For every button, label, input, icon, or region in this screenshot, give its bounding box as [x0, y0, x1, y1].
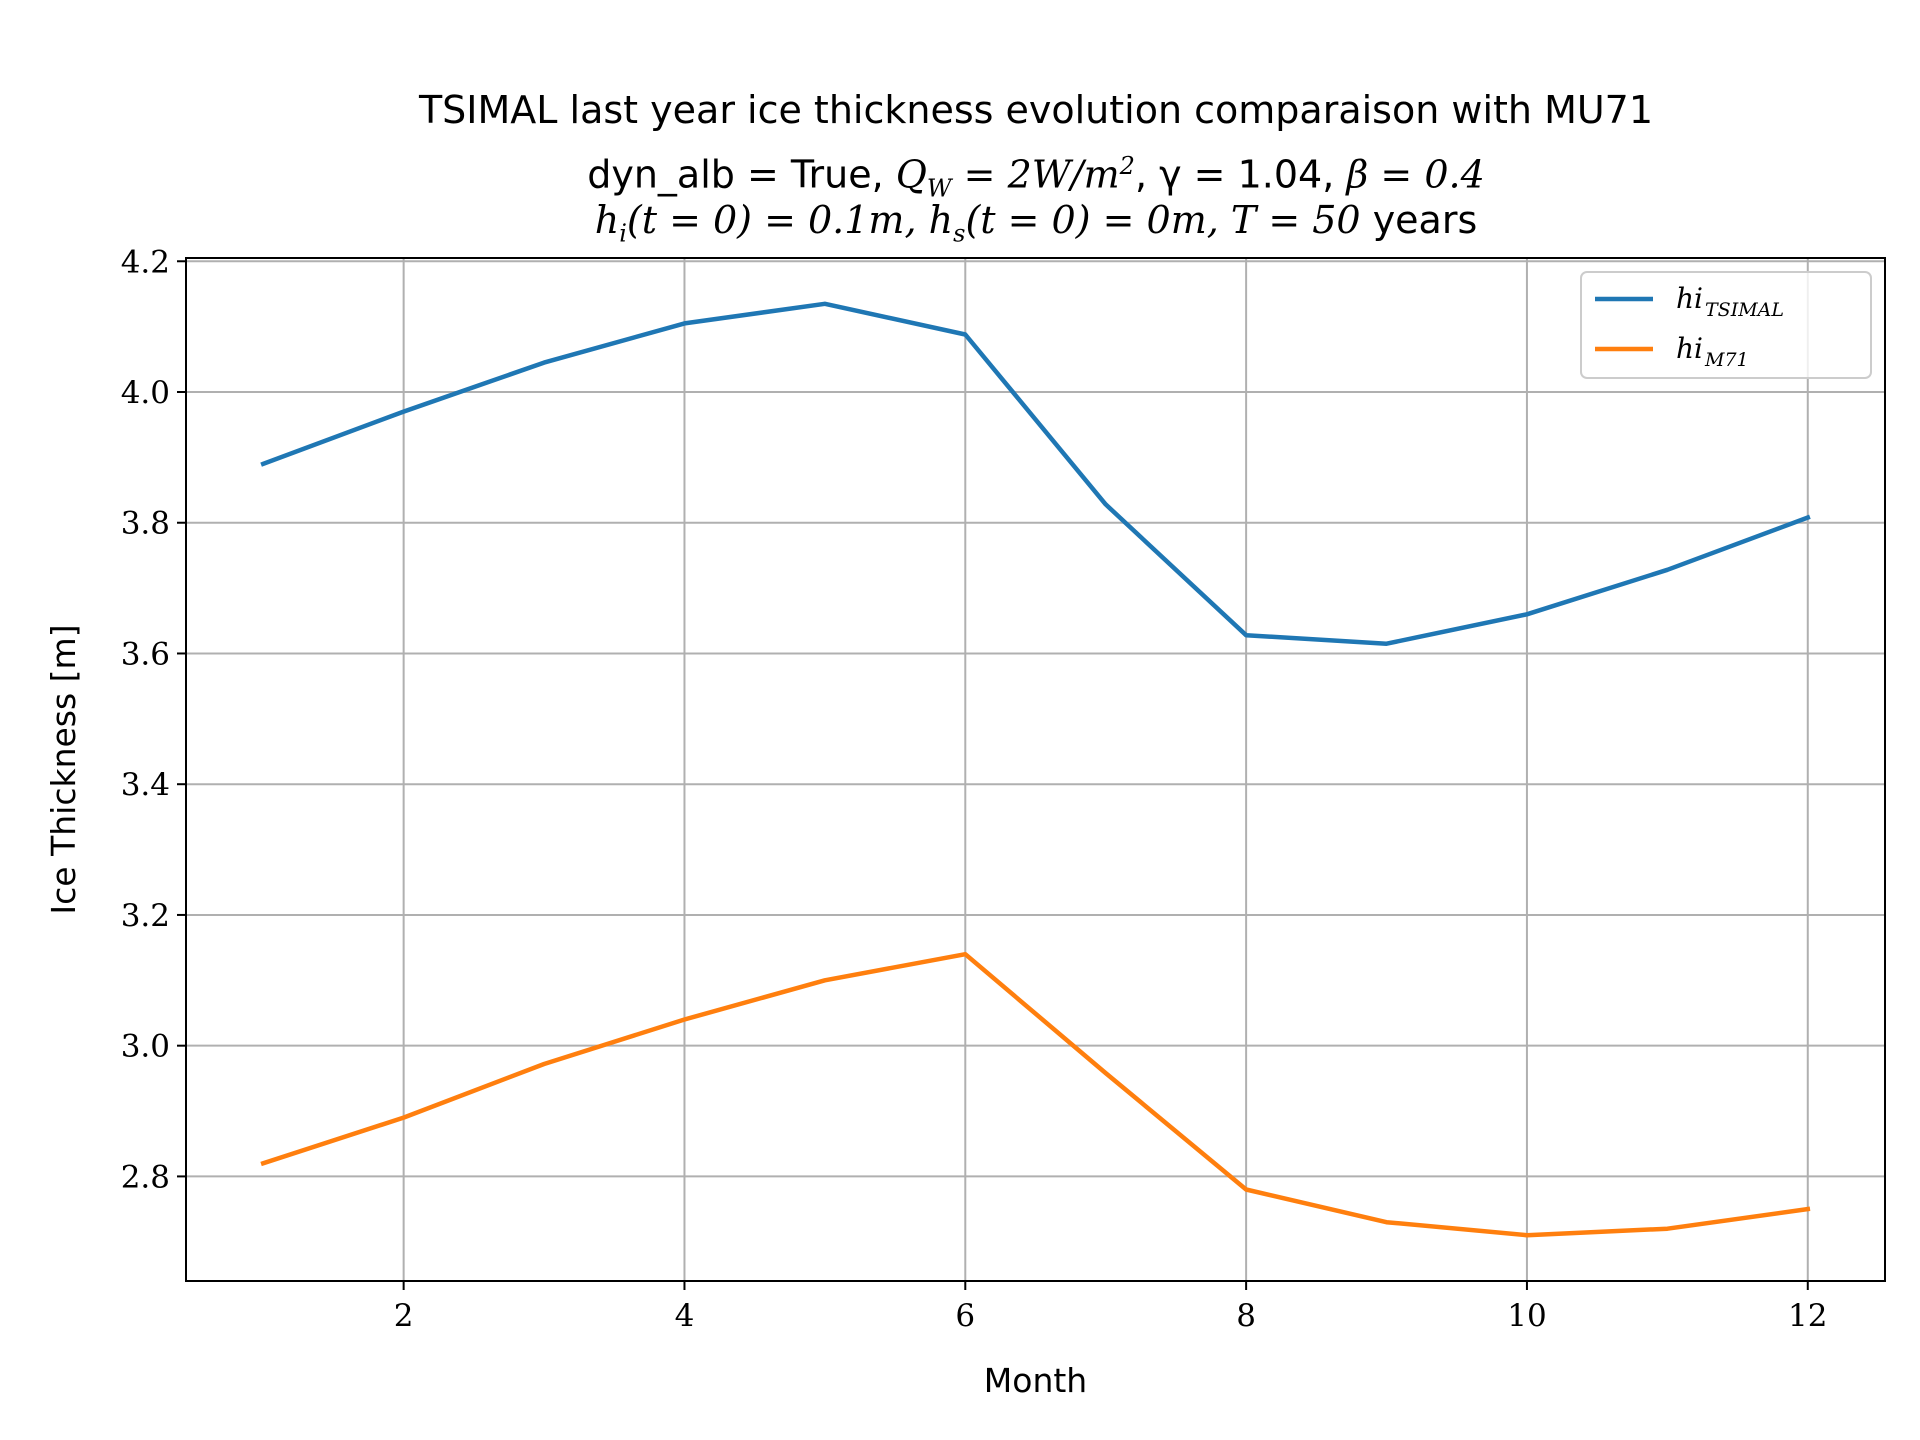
x-tick-label: 12 [1788, 1298, 1827, 1334]
x-axis-title: Month [984, 1361, 1087, 1400]
y-tick-label: 4.0 [121, 375, 170, 411]
title-q: Q [895, 152, 927, 197]
legend: hi TSIMAL hi M71 [1580, 271, 1872, 379]
title-q-sup: 2 [1119, 152, 1135, 180]
series-line-tsimal [260, 301, 1811, 646]
y-tick-label: 2.8 [121, 1159, 170, 1195]
y-tick-label: 3.4 [121, 767, 170, 803]
ticks: 2 4 6 8 10 12 2.8 3.0 3.2 3.4 3.6 3.8 4.0 4.2 [121, 244, 1828, 1334]
y-tick-label: 3.6 [121, 636, 170, 672]
legend-label-m71: hi M71 [1676, 332, 1749, 371]
chart-title-line-1: TSIMAL last year ice thickness evolution… [186, 88, 1886, 132]
title-years: years [1360, 198, 1478, 242]
legend-label-tsimal: hi TSIMAL [1676, 282, 1784, 321]
plot-frame [185, 257, 1886, 1282]
title-hs: h [928, 198, 954, 242]
title-hs-rest: (t = 0) = 0m, T = 50 [965, 198, 1361, 242]
x-tick-label: 4 [675, 1298, 695, 1334]
title-hs-sub: s [953, 219, 966, 248]
series-line-m71 [260, 951, 1811, 1238]
chart-title-line-3: hi(t = 0) = 0.1m, hs(t = 0) = 0m, T = 50… [186, 198, 1886, 256]
y-tick-label: 3.0 [121, 1029, 170, 1065]
title-dyn-alb: dyn_alb = True, [587, 152, 896, 197]
title-hi: h [594, 198, 620, 242]
chart-title-line-2: dyn_alb = True, QW = 2W/m2, γ = 1.04, β … [186, 144, 1886, 210]
title-hi-sub: i [619, 219, 627, 248]
y-axis-title: Ice Thickness [m] [44, 624, 83, 914]
grid [186, 258, 1885, 1281]
title-beta: β = 0.4 [1346, 152, 1485, 197]
y-tick-label: 4.2 [121, 244, 170, 280]
x-tick-label: 2 [394, 1298, 414, 1334]
x-tick-label: 10 [1507, 1298, 1546, 1334]
y-tick-label: 3.8 [121, 506, 170, 542]
title-q-sub: W [926, 174, 952, 203]
chart-title-text-1: TSIMAL last year ice thickness evolution… [418, 88, 1654, 132]
x-tick-label: 6 [955, 1298, 975, 1334]
title-hi-rest: (t = 0) = 0.1m, [626, 198, 929, 242]
title-q-rest: = 2W/m [951, 152, 1120, 197]
y-tick-label: 3.2 [121, 898, 170, 934]
x-tick-label: 8 [1236, 1298, 1256, 1334]
series-lines [260, 301, 1811, 1238]
title-gamma: , γ = 1.04, [1134, 152, 1347, 197]
legend-box [1580, 271, 1872, 379]
